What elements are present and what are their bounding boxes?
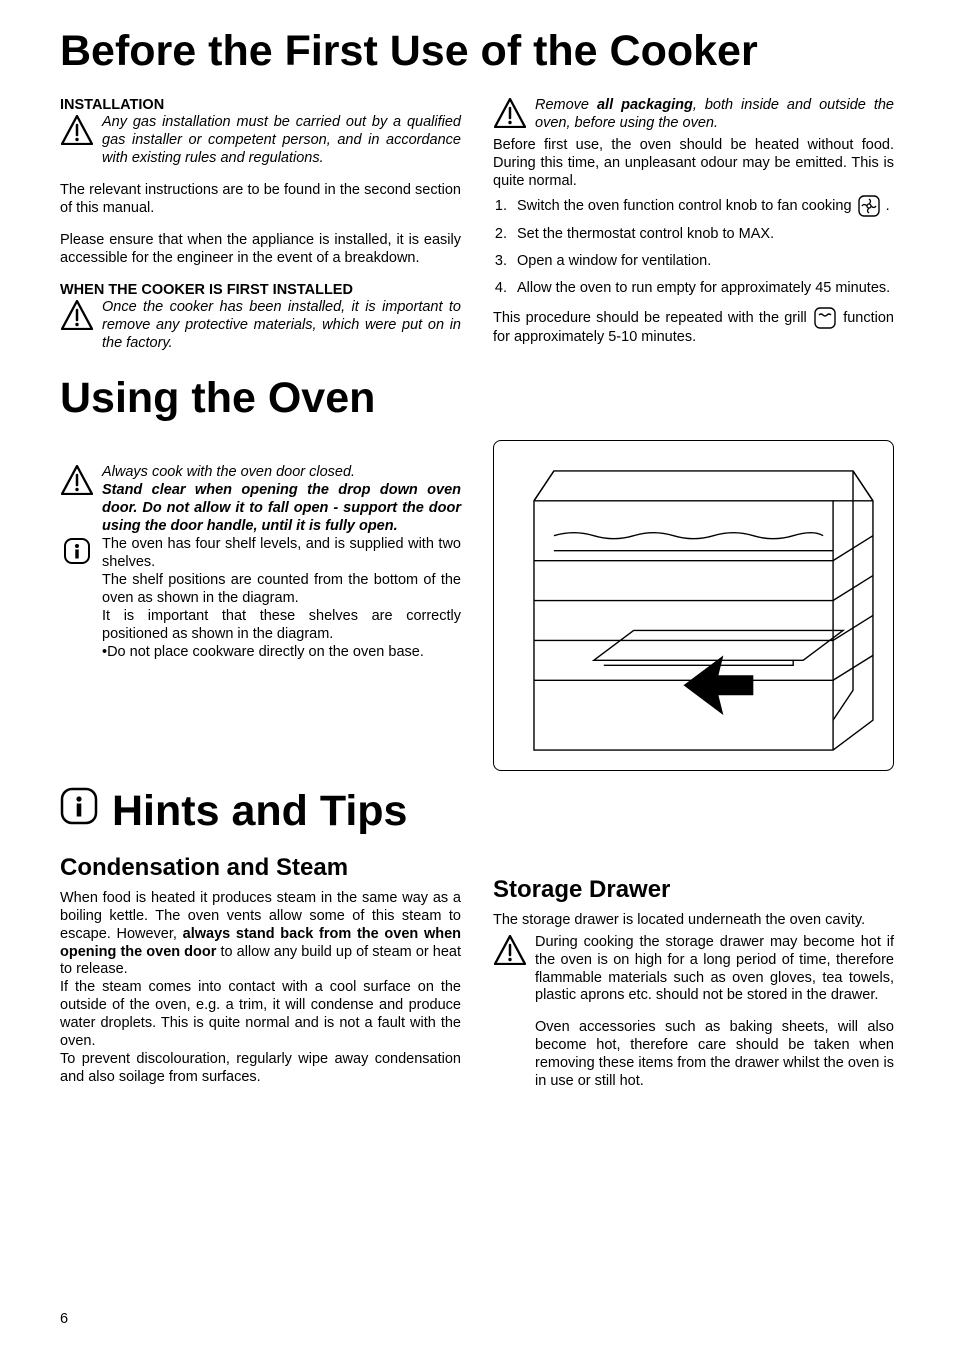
warning-icon: [60, 299, 94, 330]
condensation-p3: To prevent discolouration, regularly wip…: [60, 1051, 461, 1087]
grill-repeat-text: This procedure should be repeated with t…: [493, 307, 894, 347]
shelves-info-block: The oven has four shelf levels, and is s…: [102, 536, 461, 662]
warning-icon: [60, 464, 94, 495]
step1-post: .: [882, 198, 890, 214]
remove-pre: Remove: [535, 97, 597, 113]
warning-icon: [493, 934, 527, 965]
storage-p2: During cooking the storage drawer may be…: [535, 934, 894, 1006]
installation-warning-row: Any gas installation must be carried out…: [60, 114, 461, 168]
first-use-steps: Switch the oven function control knob to…: [493, 195, 894, 298]
step1-pre: Switch the oven function control knob to…: [517, 198, 856, 214]
remove-packaging-row: Remove all packaging, both inside and ou…: [493, 97, 894, 133]
section2-right-col: [493, 434, 894, 779]
storage-accessories-row: Oven accessories such as baking sheets, …: [493, 1019, 894, 1091]
stand-clear: Stand clear when opening the drop down o…: [102, 482, 461, 536]
step-3: Open a window for ventilation.: [511, 253, 894, 271]
installation-heading: INSTALLATION: [60, 97, 461, 113]
section-hints: Condensation and Steam When food is heat…: [60, 854, 894, 1092]
always-cook-closed: Always cook with the oven door closed.: [102, 464, 461, 482]
remove-packaging-text: Remove all packaging, both inside and ou…: [535, 97, 894, 133]
step-1: Switch the oven function control knob to…: [511, 195, 894, 217]
first-installed-warning-row: Once the cooker has been installed, it i…: [60, 299, 461, 353]
shelf-positions: The shelf positions are counted from the…: [102, 572, 461, 608]
section1-right-col: Remove all packaging, both inside and ou…: [493, 97, 894, 353]
storage-p3: Oven accessories such as baking sheets, …: [535, 1019, 894, 1091]
oven-door-warning-text-block: Always cook with the oven door closed. S…: [102, 464, 461, 536]
page-title-before: Before the First Use of the Cooker: [60, 28, 894, 75]
section3-left-col: Condensation and Steam When food is heat…: [60, 854, 461, 1092]
shelf-levels: The oven has four shelf levels, and is s…: [102, 536, 461, 572]
info-icon: [60, 536, 94, 565]
page-title-hints: Hints and Tips: [60, 787, 894, 835]
step-2: Set the thermostat control knob to MAX.: [511, 226, 894, 244]
installation-p2: Please ensure that when the appliance is…: [60, 232, 461, 268]
first-installed-warning-text: Once the cooker has been installed, it i…: [102, 299, 461, 353]
storage-heading: Storage Drawer: [493, 876, 894, 904]
page-title-using: Using the Oven: [60, 375, 894, 422]
section-before-first-use: INSTALLATION Any gas installation must b…: [60, 97, 894, 353]
condensation-p1: When food is heated it produces steam in…: [60, 890, 461, 980]
warning-icon: [493, 97, 527, 128]
storage-p1: The storage drawer is located underneath…: [493, 912, 894, 930]
fan-cooking-icon: [858, 195, 880, 217]
installation-warning-text: Any gas installation must be carried out…: [102, 114, 461, 168]
section1-left-col: INSTALLATION Any gas installation must b…: [60, 97, 461, 353]
grill-pre: This procedure should be repeated with t…: [493, 310, 812, 326]
spacer: [493, 1019, 527, 1020]
warning-icon: [60, 114, 94, 145]
before-first-use-p1: Before first use, the oven should be hea…: [493, 137, 894, 191]
shelves-info-row: The oven has four shelf levels, and is s…: [60, 536, 461, 662]
condensation-p2: If the steam comes into contact with a c…: [60, 979, 461, 1051]
hints-title-text: Hints and Tips: [112, 788, 407, 835]
oven-door-warning-row: Always cook with the oven door closed. S…: [60, 464, 461, 536]
oven-shelf-diagram: [493, 440, 894, 771]
section-using-oven: Always cook with the oven door closed. S…: [60, 434, 894, 779]
info-icon: [60, 787, 98, 835]
remove-bold: all packaging: [597, 97, 693, 113]
condensation-heading: Condensation and Steam: [60, 854, 461, 882]
first-installed-heading: WHEN THE COOKER IS FIRST INSTALLED: [60, 282, 461, 298]
installation-p1: The relevant instructions are to be foun…: [60, 182, 461, 218]
shelf-correct: It is important that these shelves are c…: [102, 608, 461, 644]
section2-left-col: Always cook with the oven door closed. S…: [60, 434, 461, 779]
page-number: 6: [60, 1311, 68, 1327]
step-4: Allow the oven to run empty for approxim…: [511, 280, 894, 298]
section3-right-col: Storage Drawer The storage drawer is loc…: [493, 854, 894, 1092]
grill-icon: [814, 307, 836, 329]
storage-warning-row: During cooking the storage drawer may be…: [493, 934, 894, 1006]
no-cookware-base: •Do not place cookware directly on the o…: [102, 644, 461, 662]
